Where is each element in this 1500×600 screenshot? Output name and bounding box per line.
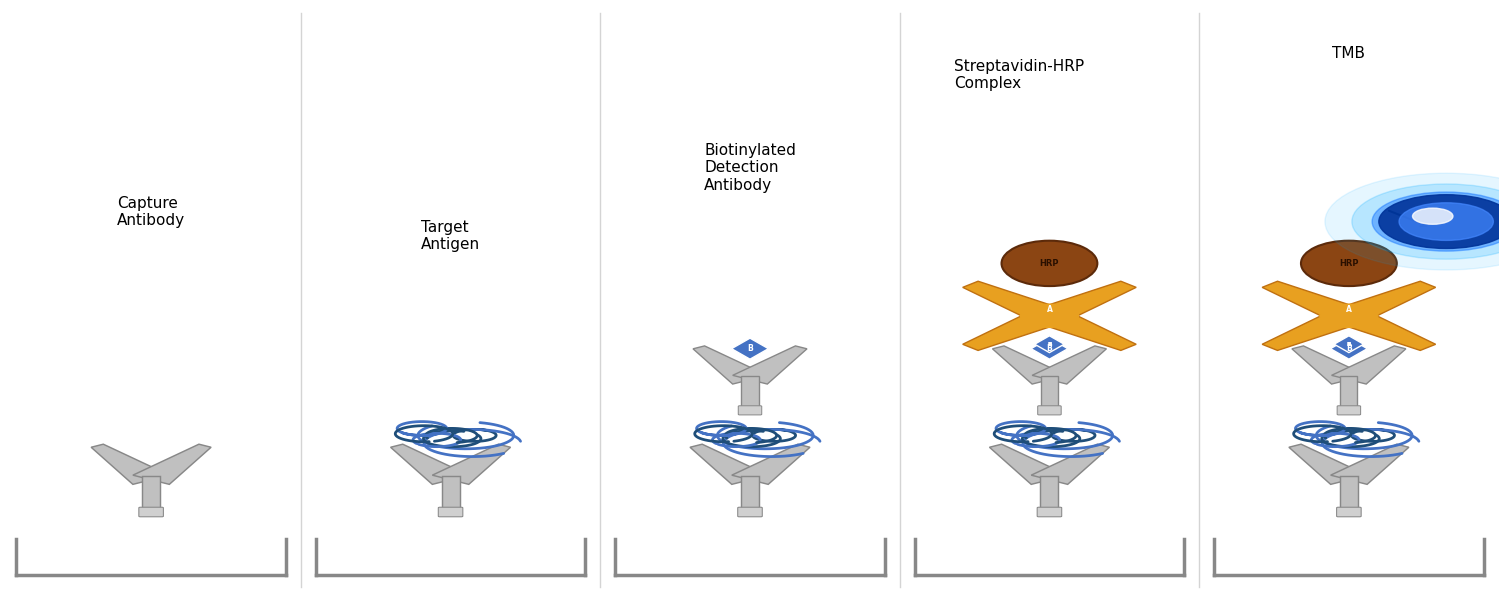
- Polygon shape: [963, 310, 1065, 350]
- Polygon shape: [1288, 444, 1366, 484]
- Text: B: B: [1346, 344, 1352, 353]
- Text: Biotinylated
Detection
Antibody: Biotinylated Detection Antibody: [704, 143, 797, 193]
- Polygon shape: [1041, 376, 1058, 407]
- Polygon shape: [1262, 310, 1365, 350]
- Circle shape: [1400, 203, 1494, 241]
- Polygon shape: [1034, 281, 1136, 322]
- Text: A: A: [1346, 305, 1352, 314]
- Circle shape: [1352, 184, 1500, 259]
- Polygon shape: [693, 346, 768, 384]
- Text: A: A: [1047, 305, 1053, 314]
- Text: Target
Antigen: Target Antigen: [422, 220, 480, 252]
- Polygon shape: [1030, 444, 1110, 484]
- Circle shape: [1372, 192, 1500, 251]
- Text: HRP: HRP: [1340, 259, 1359, 268]
- Text: Capture
Antibody: Capture Antibody: [117, 196, 184, 229]
- Polygon shape: [963, 281, 1065, 322]
- Polygon shape: [1334, 310, 1436, 350]
- Text: B: B: [747, 344, 753, 353]
- Polygon shape: [1341, 376, 1358, 407]
- Polygon shape: [990, 444, 1068, 484]
- Text: Streptavidin-HRP
Complex: Streptavidin-HRP Complex: [954, 59, 1084, 91]
- Polygon shape: [741, 476, 759, 509]
- Polygon shape: [1330, 338, 1368, 359]
- Text: HRP: HRP: [1040, 259, 1059, 268]
- Polygon shape: [1041, 476, 1059, 509]
- Polygon shape: [441, 476, 459, 509]
- Polygon shape: [92, 444, 170, 484]
- Polygon shape: [1034, 310, 1136, 350]
- Ellipse shape: [1002, 241, 1098, 286]
- Circle shape: [1320, 304, 1378, 328]
- Polygon shape: [690, 444, 768, 484]
- Text: TMB: TMB: [1332, 46, 1365, 61]
- Polygon shape: [1262, 281, 1365, 322]
- Polygon shape: [134, 444, 212, 484]
- FancyBboxPatch shape: [1036, 507, 1062, 517]
- Circle shape: [1020, 304, 1078, 328]
- FancyBboxPatch shape: [738, 406, 762, 415]
- Polygon shape: [732, 444, 810, 484]
- Polygon shape: [432, 444, 510, 484]
- Polygon shape: [993, 346, 1066, 384]
- Text: B: B: [1047, 342, 1052, 347]
- Text: B: B: [1347, 342, 1352, 347]
- Polygon shape: [732, 346, 807, 384]
- Circle shape: [1378, 195, 1500, 248]
- Polygon shape: [741, 376, 759, 407]
- FancyBboxPatch shape: [1336, 507, 1360, 517]
- Polygon shape: [1035, 336, 1064, 353]
- Polygon shape: [1334, 336, 1364, 353]
- Circle shape: [1324, 173, 1500, 270]
- Polygon shape: [1340, 476, 1358, 509]
- Text: B: B: [1347, 342, 1352, 347]
- Polygon shape: [390, 444, 470, 484]
- Text: B: B: [1047, 344, 1053, 353]
- Polygon shape: [1032, 346, 1107, 384]
- FancyBboxPatch shape: [438, 507, 464, 517]
- Text: B: B: [1047, 342, 1052, 347]
- Polygon shape: [1334, 281, 1436, 322]
- Polygon shape: [1292, 346, 1366, 384]
- Polygon shape: [1030, 338, 1068, 359]
- FancyBboxPatch shape: [140, 507, 164, 517]
- Polygon shape: [1332, 346, 1406, 384]
- Polygon shape: [142, 476, 160, 509]
- Ellipse shape: [1300, 241, 1396, 286]
- Polygon shape: [732, 338, 768, 359]
- FancyBboxPatch shape: [738, 507, 762, 517]
- FancyBboxPatch shape: [1336, 406, 1360, 415]
- FancyBboxPatch shape: [1038, 406, 1060, 415]
- Circle shape: [1413, 208, 1454, 224]
- Polygon shape: [1330, 444, 1408, 484]
